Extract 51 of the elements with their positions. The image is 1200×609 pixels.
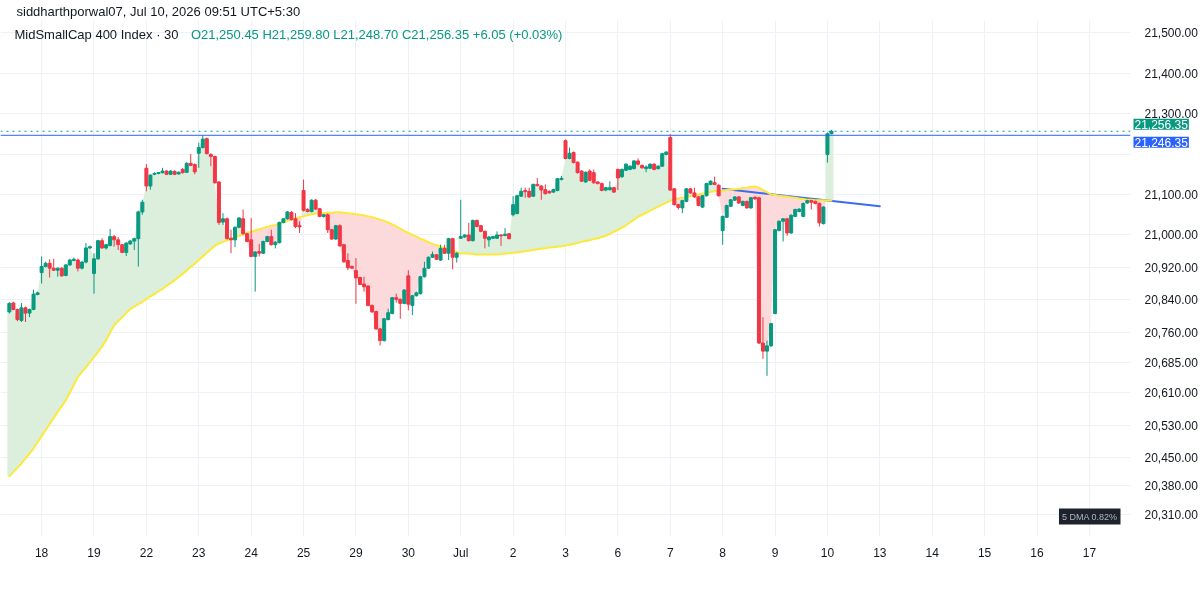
y-tick-label: 20,685.00: [1144, 355, 1199, 370]
chart-title: siddharthporwal07, Jul 10, 2026 09:51 UTC+5:30: [16, 4, 301, 19]
candlestick: [249, 217, 254, 258]
x-tick-label: 24: [244, 545, 259, 560]
y-tick-label: 20,610.00: [1144, 386, 1199, 401]
annotation: O21,250.45 H21,259.80 L21,248.70 C21,256.35 +6.05 (+0.03%): [190, 26, 563, 42]
y-tick-label: 21,000.00: [1144, 228, 1199, 243]
x-tick-label: 8: [719, 545, 727, 560]
candlestick: [486, 235, 491, 248]
candlestick: [503, 227, 508, 237]
x-tick-label: 2: [509, 545, 517, 560]
x-tick-label: 7: [666, 545, 674, 560]
y-tick-label: 20,840.00: [1144, 293, 1199, 308]
x-tick-label: 18: [34, 545, 49, 560]
y-tick-label: 21,400.00: [1144, 66, 1199, 81]
x-tick-label: 17: [1082, 545, 1097, 560]
y-tick-label: 21,100.00: [1144, 188, 1199, 203]
x-tick-label: 25: [296, 545, 311, 560]
candlestick: [458, 199, 463, 240]
candlestick: [789, 213, 794, 235]
x-tick-label: 14: [925, 545, 940, 560]
x-tick-label: Jul: [453, 545, 469, 560]
annotation: 5 DMA 0.82%: [1061, 511, 1118, 522]
x-tick-label: 19: [87, 545, 101, 560]
x-tick-label: 13: [873, 545, 887, 560]
x-tick-label: 9: [771, 545, 779, 560]
x-tick-label: 23: [192, 545, 206, 560]
candlestick: [39, 255, 44, 285]
candlestick: [112, 234, 117, 248]
x-tick-label: 15: [977, 545, 992, 560]
y-tick-label: 20,450.00: [1144, 451, 1199, 466]
candlestick: [253, 250, 258, 293]
x-tick-label: 30: [401, 545, 416, 560]
x-tick-label: 16: [1030, 545, 1045, 560]
y-tick-label: 20,530.00: [1144, 418, 1199, 433]
candlestick: [499, 233, 504, 247]
candlestick: [196, 142, 201, 169]
x-tick-label: 3: [562, 545, 570, 560]
text: MidSmallCap 400 Index · 30: [14, 26, 179, 42]
x-tick-label: 22: [139, 545, 154, 560]
x-tick-label: 10: [820, 545, 835, 560]
candlestick: [220, 212, 225, 226]
y-tick-label: 20,920.00: [1144, 260, 1199, 275]
y-tick-label: 21,500.00: [1144, 26, 1199, 41]
y-tick-label: 20,760.00: [1144, 325, 1199, 340]
x-tick-label: 29: [349, 545, 363, 560]
y-tick-label: 20,310.00: [1144, 507, 1199, 522]
ref-line-label: 21,246.35: [1134, 135, 1189, 150]
candlestick: [301, 179, 306, 213]
x-tick-label: 6: [614, 545, 622, 560]
y-tick-label: 20,380.00: [1144, 479, 1199, 494]
